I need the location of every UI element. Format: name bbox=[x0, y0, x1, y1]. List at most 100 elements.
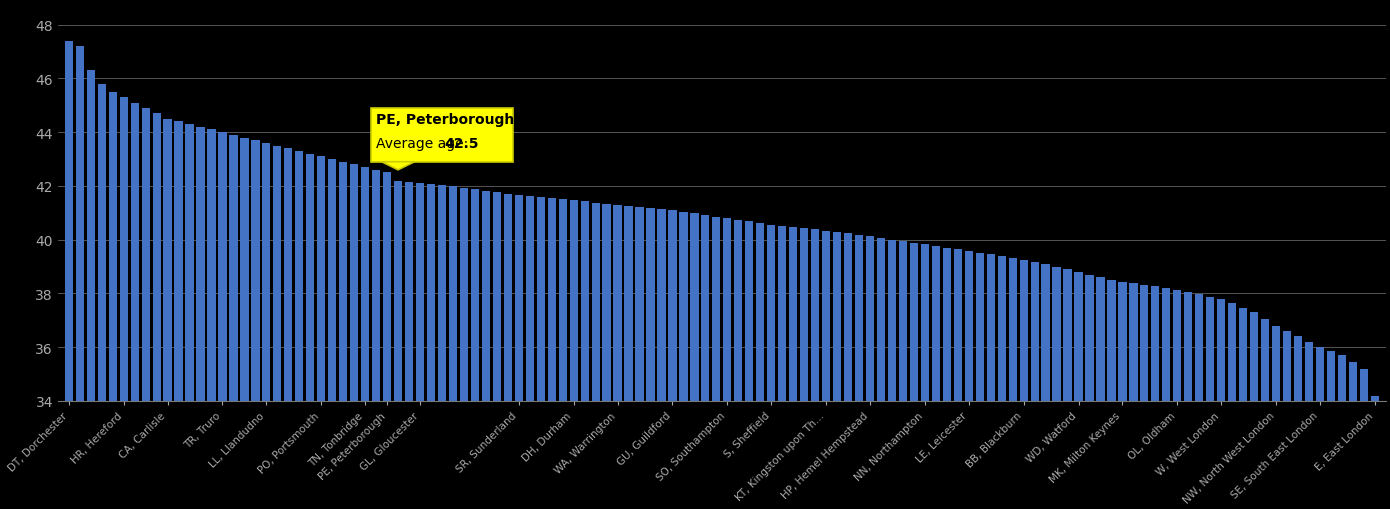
Bar bbox=[756, 223, 765, 509]
Bar bbox=[931, 246, 940, 509]
Bar bbox=[393, 181, 402, 509]
Bar bbox=[153, 114, 161, 509]
Bar bbox=[263, 144, 271, 509]
Bar bbox=[1348, 362, 1357, 509]
Bar bbox=[888, 240, 897, 509]
Bar bbox=[1316, 348, 1325, 509]
Bar bbox=[899, 242, 908, 509]
Bar bbox=[120, 98, 128, 509]
Bar bbox=[1283, 331, 1291, 509]
Bar bbox=[810, 230, 819, 509]
Bar bbox=[602, 204, 610, 509]
Bar bbox=[1229, 304, 1236, 509]
Bar bbox=[1119, 282, 1126, 509]
Bar bbox=[65, 42, 72, 509]
Bar bbox=[855, 235, 863, 509]
Bar bbox=[1359, 369, 1368, 509]
Bar bbox=[646, 209, 655, 509]
Bar bbox=[801, 229, 808, 509]
Bar bbox=[669, 211, 677, 509]
Bar bbox=[1086, 275, 1094, 509]
Bar bbox=[1063, 270, 1072, 509]
Bar bbox=[1294, 337, 1302, 509]
Bar bbox=[702, 215, 709, 509]
Bar bbox=[229, 135, 238, 509]
Bar bbox=[657, 210, 666, 509]
Bar bbox=[416, 183, 424, 509]
Bar bbox=[833, 232, 841, 509]
Bar bbox=[404, 182, 413, 509]
Bar bbox=[570, 201, 578, 509]
Bar bbox=[866, 237, 874, 509]
Bar bbox=[734, 220, 742, 509]
Bar bbox=[712, 217, 720, 509]
Bar bbox=[1184, 293, 1193, 509]
Bar bbox=[449, 186, 457, 509]
Bar bbox=[1250, 313, 1258, 509]
Bar bbox=[1151, 287, 1159, 509]
Bar bbox=[680, 212, 688, 509]
Text: PE, Peterborough: PE, Peterborough bbox=[377, 113, 514, 127]
Bar bbox=[1009, 259, 1017, 509]
Bar bbox=[1173, 291, 1181, 509]
Bar bbox=[537, 198, 545, 509]
Bar bbox=[790, 228, 798, 509]
Bar bbox=[767, 225, 776, 509]
Bar bbox=[745, 222, 753, 509]
Bar bbox=[976, 253, 984, 509]
Text: Average age:: Average age: bbox=[377, 137, 473, 151]
Bar bbox=[460, 188, 468, 509]
Bar bbox=[965, 251, 973, 509]
Bar bbox=[252, 141, 260, 509]
Bar bbox=[613, 205, 621, 509]
Bar bbox=[910, 243, 917, 509]
Bar bbox=[207, 130, 215, 509]
Bar bbox=[350, 165, 359, 509]
Bar bbox=[1019, 261, 1027, 509]
Bar bbox=[548, 199, 556, 509]
Bar bbox=[240, 138, 249, 509]
Bar bbox=[1052, 267, 1061, 509]
Bar bbox=[274, 146, 281, 509]
Bar bbox=[185, 125, 193, 509]
Bar bbox=[373, 171, 381, 509]
Bar bbox=[877, 239, 885, 509]
Bar bbox=[1041, 265, 1049, 509]
Bar bbox=[1140, 285, 1148, 509]
Bar bbox=[920, 245, 929, 509]
Polygon shape bbox=[382, 162, 414, 171]
Bar bbox=[218, 133, 227, 509]
Bar bbox=[503, 194, 512, 509]
Bar bbox=[1195, 295, 1204, 509]
Bar bbox=[998, 256, 1006, 509]
Bar bbox=[339, 162, 348, 509]
Bar bbox=[942, 248, 951, 509]
Bar bbox=[1030, 263, 1038, 509]
Bar bbox=[1129, 284, 1137, 509]
Bar bbox=[559, 200, 567, 509]
Bar bbox=[821, 231, 830, 509]
Bar bbox=[1162, 289, 1170, 509]
Bar bbox=[1261, 319, 1269, 509]
FancyBboxPatch shape bbox=[371, 109, 513, 162]
Bar bbox=[1238, 308, 1247, 509]
Bar bbox=[1272, 326, 1280, 509]
Bar bbox=[1371, 395, 1379, 509]
Bar bbox=[295, 152, 303, 509]
Bar bbox=[142, 109, 150, 509]
Bar bbox=[1218, 299, 1226, 509]
Bar bbox=[778, 227, 787, 509]
Bar bbox=[723, 219, 731, 509]
Bar bbox=[635, 208, 644, 509]
Bar bbox=[525, 196, 534, 509]
Bar bbox=[624, 206, 632, 509]
Bar bbox=[438, 185, 446, 509]
Bar bbox=[196, 128, 204, 509]
Bar bbox=[471, 190, 480, 509]
Bar bbox=[844, 234, 852, 509]
Bar bbox=[1074, 272, 1083, 509]
Bar bbox=[592, 203, 599, 509]
Bar bbox=[691, 214, 699, 509]
Bar bbox=[492, 193, 500, 509]
Bar bbox=[384, 173, 391, 509]
